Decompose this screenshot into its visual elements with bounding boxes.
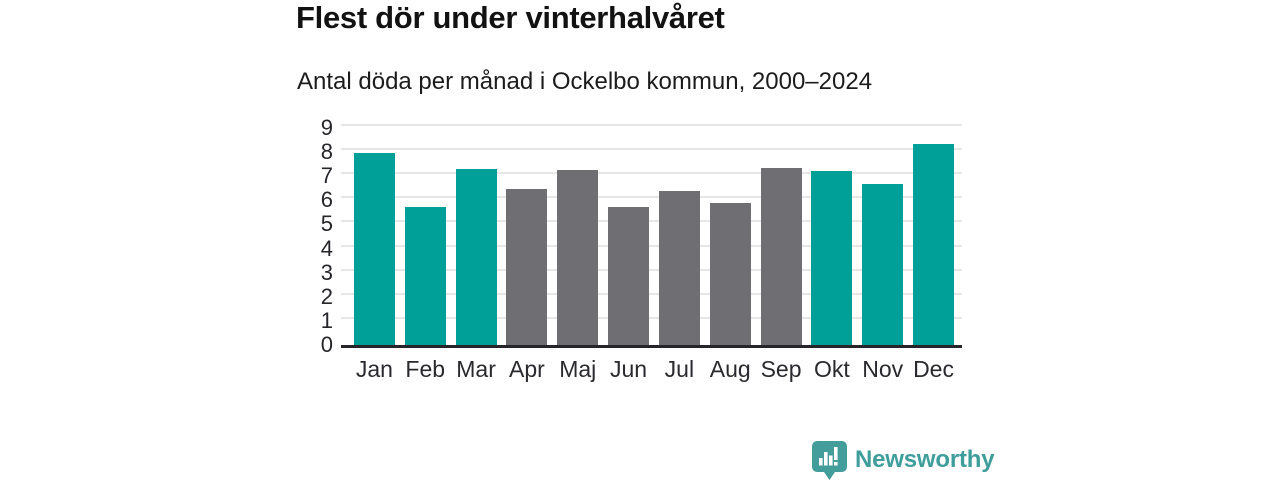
bar-aug bbox=[709, 203, 751, 345]
y-tick-label: 7 bbox=[320, 163, 333, 189]
bar-apr bbox=[506, 188, 548, 345]
x-axis: Jan Feb Mar Apr Maj Jun Jul Aug Sep Okt Nov Dec bbox=[349, 356, 959, 383]
bar-maj bbox=[557, 170, 599, 345]
y-tick-label: 3 bbox=[320, 259, 333, 285]
x-tick-label: Maj bbox=[559, 356, 597, 382]
plot-area bbox=[341, 124, 962, 348]
x-tick-label: Jun bbox=[610, 356, 648, 382]
x-tick-label: Jan bbox=[355, 356, 393, 382]
bar-nov bbox=[862, 183, 904, 345]
gridline bbox=[341, 220, 962, 223]
bar-band bbox=[908, 128, 959, 345]
bar-band bbox=[654, 128, 705, 345]
y-tick-label: 9 bbox=[320, 115, 333, 140]
bar-band bbox=[349, 128, 400, 345]
y-tick-label: 2 bbox=[320, 283, 333, 309]
bar-band bbox=[451, 128, 502, 345]
bar-band bbox=[857, 128, 908, 345]
y-tick-label: 8 bbox=[320, 139, 333, 165]
gridline bbox=[341, 124, 962, 126]
y-tick-label: 1 bbox=[320, 307, 333, 333]
y-tick-label: 6 bbox=[320, 187, 333, 213]
x-tick-label: Mar bbox=[456, 356, 496, 382]
brand-footer: Newsworthy bbox=[812, 441, 995, 480]
x-tick-label: Apr bbox=[509, 356, 545, 382]
gridline bbox=[341, 172, 962, 175]
bar-band bbox=[400, 128, 451, 345]
bar-mar bbox=[455, 168, 497, 345]
gridline bbox=[341, 316, 962, 319]
bar-band bbox=[552, 128, 603, 345]
bar-jun bbox=[608, 207, 650, 345]
gridline bbox=[341, 268, 962, 271]
x-tick-label: Jul bbox=[664, 356, 695, 382]
bar-band bbox=[756, 128, 807, 345]
x-tick-label: Nov bbox=[862, 356, 904, 382]
gridline bbox=[341, 196, 962, 199]
bar-sep bbox=[760, 167, 802, 345]
x-tick-label: Dec bbox=[913, 356, 954, 382]
chart-title: Flest dör under vinterhalvåret bbox=[296, 0, 725, 35]
x-tick-label: Okt bbox=[813, 356, 850, 382]
gridline bbox=[341, 148, 962, 151]
y-tick-label: 0 bbox=[320, 332, 333, 357]
bar-band bbox=[603, 128, 654, 345]
bar-okt bbox=[811, 171, 853, 345]
gridline bbox=[341, 292, 962, 295]
bar-jan bbox=[353, 153, 395, 345]
bar-band bbox=[806, 128, 857, 345]
chart-subtitle: Antal döda per månad i Ockelbo kommun, 2… bbox=[297, 68, 873, 95]
x-tick-label: Aug bbox=[709, 356, 751, 382]
bars-container bbox=[349, 128, 959, 345]
gridline bbox=[341, 244, 962, 247]
bar-jul bbox=[658, 190, 700, 345]
bar-band bbox=[501, 128, 552, 345]
bar-band bbox=[705, 128, 756, 345]
x-tick-label: Feb bbox=[405, 356, 446, 382]
brand-name: Newsworthy bbox=[855, 446, 995, 473]
bar-dec bbox=[913, 144, 955, 345]
y-tick-label: 5 bbox=[320, 211, 333, 237]
newsworthy-logo-icon bbox=[812, 441, 847, 480]
bar-feb bbox=[404, 207, 446, 345]
y-tick-label: 4 bbox=[320, 235, 333, 261]
x-tick-label: Sep bbox=[760, 356, 802, 382]
